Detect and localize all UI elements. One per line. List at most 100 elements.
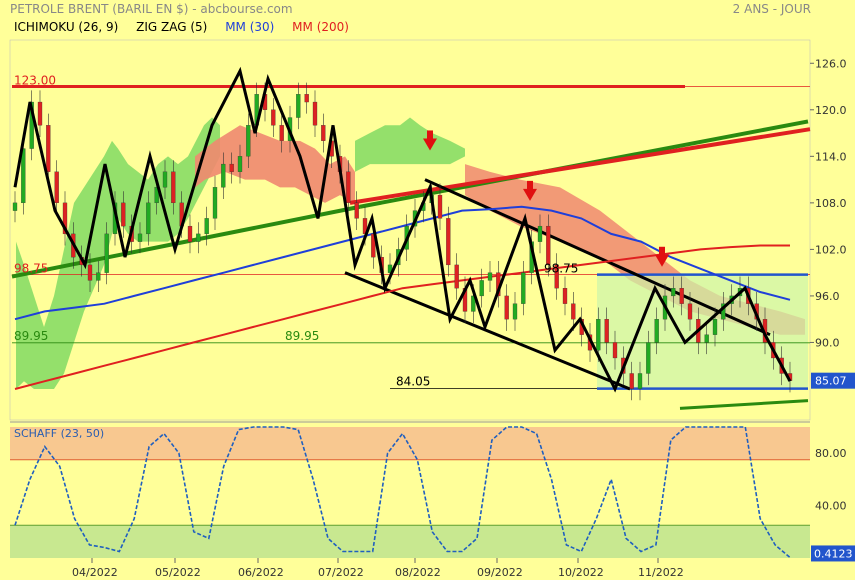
- period-label: 2 ANS - JOUR: [732, 2, 811, 16]
- candle-body: [171, 171, 176, 204]
- candle-body: [196, 233, 201, 242]
- candle-body: [271, 109, 276, 126]
- candle-body: [296, 94, 301, 118]
- x-tick-label: 08/2022: [395, 566, 441, 579]
- legend-ichimoku: ICHIMOKU (26, 9): [14, 20, 119, 34]
- candle-body: [454, 264, 459, 289]
- osc-last-box: [811, 545, 855, 562]
- down-arrow-marker: [655, 254, 669, 267]
- candle-body: [537, 225, 543, 242]
- level-label: 123.00: [14, 74, 56, 88]
- cloud-bear-1: [195, 125, 355, 203]
- chart-title: PETROLE BRENT (BARIL EN $) - abcbourse.c…: [10, 2, 293, 16]
- candle-body: [187, 225, 193, 242]
- candle-body: [237, 156, 243, 172]
- candle-body: [712, 319, 718, 335]
- candle-body: [87, 264, 93, 281]
- candle-body: [687, 303, 693, 320]
- level-label: 98.75: [14, 262, 48, 276]
- candle-body: [321, 125, 326, 141]
- y-tick-label: 90.0: [815, 336, 840, 349]
- x-tick-label: 06/2022: [238, 566, 284, 579]
- candle-body: [146, 202, 151, 235]
- candle-body: [654, 319, 659, 343]
- candle-body: [154, 187, 159, 204]
- candle-body: [354, 202, 359, 219]
- level-label: 98.75: [544, 262, 578, 276]
- candle-body: [521, 272, 526, 304]
- legend-zigzag: ZIG ZAG (5): [136, 20, 208, 34]
- candle-body: [371, 233, 376, 258]
- y-tick-label: 126.0: [815, 57, 847, 70]
- x-tick-label: 05/2022: [155, 566, 201, 579]
- candle-body: [604, 319, 609, 343]
- candle-body: [246, 125, 251, 157]
- down-arrow-shaft: [527, 180, 533, 190]
- level-label: 89.95: [14, 329, 48, 343]
- cloud-bull-2: [355, 117, 465, 172]
- down-arrow-shaft: [427, 130, 433, 140]
- osc-y-tick-label: 40.00: [815, 500, 847, 513]
- down-arrow-marker: [423, 138, 437, 151]
- x-tick-label: 09/2022: [477, 566, 523, 579]
- osc-upper-zone: [10, 427, 810, 460]
- candle-body: [562, 288, 568, 304]
- candle-body: [596, 319, 601, 351]
- trendline-red: [349, 127, 811, 205]
- candle-body: [304, 94, 309, 103]
- candle-body: [346, 171, 351, 204]
- down-arrow-shaft: [659, 246, 665, 256]
- ichimoku-cloud: [16, 117, 805, 389]
- candle-body: [646, 342, 651, 374]
- candle-body: [637, 373, 643, 389]
- candle-body: [212, 187, 218, 219]
- candle-body: [162, 171, 168, 188]
- legend-ma200: MM (200): [292, 20, 349, 34]
- candle-body: [37, 101, 43, 126]
- last-price-label: 85.07: [815, 375, 847, 388]
- x-tick-label: 10/2022: [558, 566, 604, 579]
- candle-body: [437, 194, 443, 219]
- osc-last-label: 0.4123: [814, 547, 853, 560]
- level-label: 84.05: [396, 375, 430, 389]
- candle-body: [446, 218, 451, 266]
- candle-body: [671, 288, 676, 297]
- schaff-line: [14, 426, 791, 559]
- candle-body: [387, 264, 393, 273]
- candle-body: [471, 295, 476, 312]
- candle-body: [546, 225, 551, 266]
- candle-body: [679, 288, 684, 304]
- x-tick-label: 11/2022: [638, 566, 684, 579]
- candle-body: [229, 163, 234, 172]
- down-arrow-marker: [523, 188, 537, 201]
- cloud-bear-2: [465, 164, 805, 335]
- oscillator-label: SCHAFF (23, 50): [14, 427, 105, 440]
- candle-body: [612, 342, 618, 359]
- candle-body: [704, 334, 709, 343]
- channel-top: [424, 178, 771, 337]
- candle-body: [21, 148, 26, 204]
- candle-body: [29, 101, 34, 149]
- trendline-green-low: [679, 399, 809, 410]
- legend-ma30: MM (30): [225, 20, 275, 34]
- level-label: 89.95: [285, 329, 319, 343]
- candle-body: [629, 373, 634, 389]
- cloud-bull-1: [16, 117, 220, 389]
- main-panel-frame: [9, 39, 811, 421]
- candle-body: [487, 272, 493, 281]
- candle-body: [121, 202, 126, 227]
- candle-body: [96, 272, 101, 281]
- osc-y-tick-label: 80.00: [815, 447, 847, 460]
- candle-body: [479, 280, 484, 297]
- candle-body: [62, 202, 68, 235]
- y-tick-label: 120.0: [815, 104, 847, 117]
- y-tick-label: 96.0: [815, 290, 840, 303]
- y-tick-label: 108.0: [815, 197, 847, 210]
- y-tick-label: 114.0: [815, 150, 847, 163]
- candle-body: [46, 125, 51, 172]
- indicator-legend: ICHIMOKU (26, 9) ZIG ZAG (5) MM (30) MM …: [14, 20, 363, 34]
- range-box: [597, 274, 808, 389]
- candle-body: [54, 171, 59, 204]
- channel-bottom: [344, 271, 631, 391]
